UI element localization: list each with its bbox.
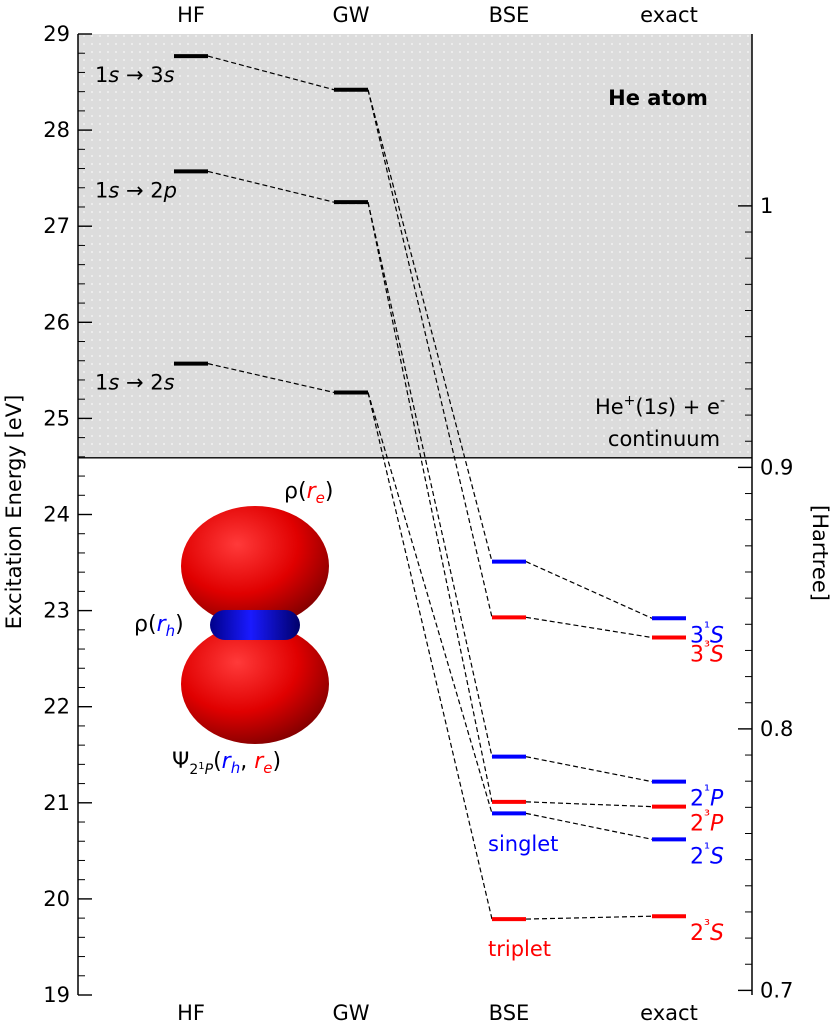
right-tick-label: 0.9	[760, 455, 793, 479]
column-label-top: HF	[177, 3, 205, 27]
connector-hf-3s-gw-3s	[207, 55, 335, 91]
left-tick-label: 24	[43, 503, 70, 527]
left-axis-ticks: 19 20 21 22 23 24 25 26 27 28 29	[43, 22, 92, 1007]
column-label-top: exact	[640, 3, 698, 27]
connector-bse-23P-ex-23P	[525, 801, 653, 808]
continuum-region	[78, 34, 752, 458]
connector-gw-3s-bse-33S	[367, 89, 493, 618]
left-tick-label: 26	[43, 310, 70, 334]
left-tick-label: 27	[43, 214, 70, 238]
column-label-top: GW	[332, 3, 369, 27]
connector-gw-2p-bse-23P	[367, 202, 493, 802]
left-tick-label: 22	[43, 695, 70, 719]
rho-h-label: ρ(rh)	[134, 612, 184, 640]
hf-transition-label: 1s → 2p	[95, 178, 177, 202]
left-tick-label: 25	[43, 406, 70, 430]
continuum-label-line2: continuum	[608, 427, 720, 451]
connector-hf-2s-gw-2s	[207, 363, 335, 394]
term-symbol-ex-31S: 3¹S	[690, 618, 724, 648]
left-tick-label: 20	[43, 887, 70, 911]
column-label-top: BSE	[489, 3, 530, 27]
term-symbol-ex-21P: 2¹P	[690, 782, 724, 812]
connector-gw-2s-bse-23S	[367, 392, 493, 920]
left-tick-label: 21	[43, 791, 70, 815]
connector-bse-33S-ex-33S	[525, 616, 653, 639]
chart-title: He atom	[608, 86, 708, 110]
left-tick-label: 23	[43, 599, 70, 623]
connector-gw-2p-bse-21P	[367, 202, 493, 757]
left-tick-label: 29	[43, 22, 70, 46]
left-tick-label: 19	[43, 983, 70, 1007]
right-tick-label: 0.7	[760, 978, 793, 1002]
column-labels: HF HF GW GW BSE BSE exact exact	[177, 3, 698, 1025]
connector-gw-2s-bse-21S	[367, 392, 493, 814]
y-axis-title-left: Excitation Energy [eV]	[2, 395, 26, 630]
wavefunction-label: Ψ21P(rh, re)	[172, 749, 281, 778]
connector-hf-2p-gw-2p	[207, 170, 335, 203]
term-symbol-ex-23S: 2³S	[690, 916, 724, 946]
connector-gw-3s-bse-31S	[367, 89, 493, 562]
rho-e-label: ρ(re)	[284, 479, 333, 507]
hf-transition-label: 1s → 3s	[95, 63, 175, 87]
connector-bse-31S-ex-31S	[525, 561, 653, 619]
right-tick-label: 1	[760, 194, 773, 218]
right-axis-ticks: 0.7 0.8 0.9 1	[738, 194, 793, 1002]
connector-bse-21P-ex-21P	[525, 756, 653, 783]
hf-transition-label: 1s → 2s	[95, 371, 175, 395]
term-symbol-ex-23P: 2³P	[690, 807, 724, 837]
electron-lobe-top	[181, 506, 329, 626]
connector-bse-21S-ex-21S	[525, 812, 653, 840]
term-symbol-ex-33S: 3³S	[690, 638, 724, 668]
left-tick-label: 28	[43, 118, 70, 142]
column-label-bottom: BSE	[489, 1001, 530, 1025]
term-symbol-ex-21S: 2¹S	[690, 839, 724, 869]
connector-bse-23S-ex-23S	[525, 915, 653, 920]
transition-density-inset: ρ(re) ρ(rh) Ψ21P(rh, re)	[134, 479, 333, 778]
electron-lobe-bottom	[181, 624, 329, 744]
column-label-bottom: exact	[640, 1001, 698, 1025]
singlet-label: singlet	[488, 832, 558, 856]
hole-ring	[210, 610, 300, 640]
triplet-label: triplet	[488, 937, 551, 961]
column-label-bottom: GW	[332, 1001, 369, 1025]
column-label-bottom: HF	[177, 1001, 205, 1025]
continuum-label-line1: He+(1s) + e-	[595, 393, 725, 419]
energy-levels	[174, 54, 686, 922]
connector-lines	[207, 55, 653, 920]
right-tick-label: 0.8	[760, 717, 793, 741]
y-axis-title-right: [Hartree]	[808, 505, 830, 601]
